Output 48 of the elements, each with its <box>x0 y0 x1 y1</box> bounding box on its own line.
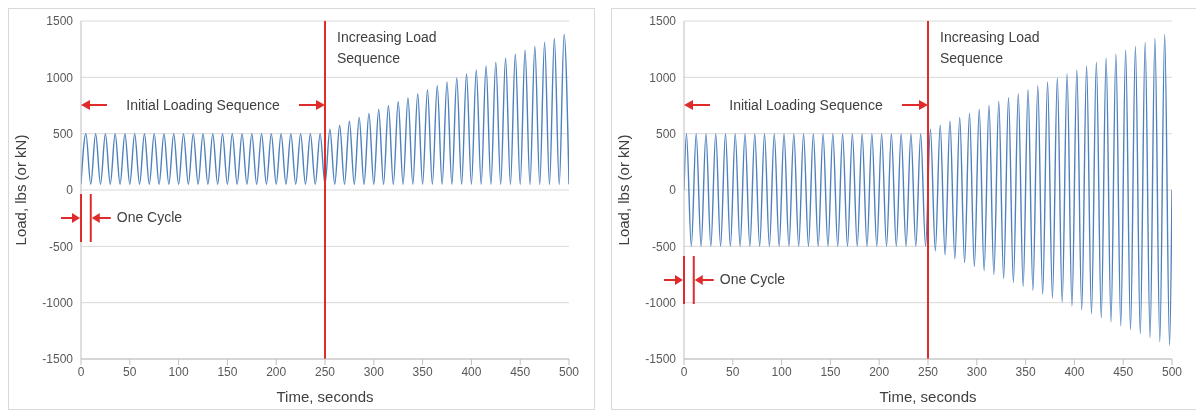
x-axis-title: Time, seconds <box>276 388 374 405</box>
x-tick-label: 350 <box>412 364 433 379</box>
y-tick-label: 1000 <box>46 70 74 85</box>
line-series <box>81 33 569 186</box>
x-tick-label: 0 <box>680 364 688 379</box>
annotation: One Cycle <box>719 271 786 288</box>
y-tick-label: -1000 <box>645 295 677 310</box>
y-tick-label: -1000 <box>42 295 74 310</box>
x-tick-label: 0 <box>77 364 85 379</box>
x-tick-label: 450 <box>510 364 531 379</box>
x-tick-label: 300 <box>966 364 988 379</box>
x-tick-label: 350 <box>1015 364 1036 379</box>
x-tick-label: 250 <box>917 364 939 379</box>
y-tick-label: 1000 <box>649 70 677 85</box>
line-series <box>684 33 1172 347</box>
x-tick-label: 100 <box>771 364 792 379</box>
x-tick-label: 400 <box>1064 364 1085 379</box>
x-tick-label: 50 <box>123 364 137 379</box>
y-tick-label: -500 <box>48 239 74 254</box>
x-tick-label: 150 <box>217 364 238 379</box>
x-tick-label: 250 <box>314 364 336 379</box>
y-tick-label: 0 <box>669 183 677 198</box>
x-tick-label: 200 <box>869 364 890 379</box>
y-tick-label: -1500 <box>645 352 677 367</box>
annotation: Initial Loading Sequence <box>729 96 883 113</box>
annotation: One Cycle <box>116 209 183 226</box>
annotation: Increasing Load Sequence <box>940 28 1041 68</box>
x-tick-label: 200 <box>266 364 287 379</box>
y-tick-label: 1500 <box>649 14 677 29</box>
y-tick-label: 500 <box>52 126 74 141</box>
y-tick-label: 1500 <box>46 14 74 29</box>
y-axis-title: Load, lbs (or kN) <box>615 134 633 246</box>
x-tick-label: 100 <box>168 364 189 379</box>
x-tick-label: 300 <box>363 364 385 379</box>
annotation: Initial Loading Sequence <box>126 96 280 113</box>
x-tick-label: 500 <box>558 364 580 379</box>
x-tick-label: 400 <box>461 364 482 379</box>
x-axis-title: Time, seconds <box>879 388 977 405</box>
x-tick-label: 150 <box>820 364 841 379</box>
annotation: Increasing Load Sequence <box>337 28 438 68</box>
y-tick-label: -500 <box>651 239 677 254</box>
x-tick-label: 450 <box>1113 364 1134 379</box>
x-tick-label: 500 <box>1161 364 1183 379</box>
y-tick-label: -1500 <box>42 352 74 367</box>
x-tick-label: 50 <box>726 364 740 379</box>
y-tick-label: 0 <box>66 183 74 198</box>
y-axis-title: Load, lbs (or kN) <box>12 134 30 246</box>
y-tick-label: 500 <box>655 126 677 141</box>
